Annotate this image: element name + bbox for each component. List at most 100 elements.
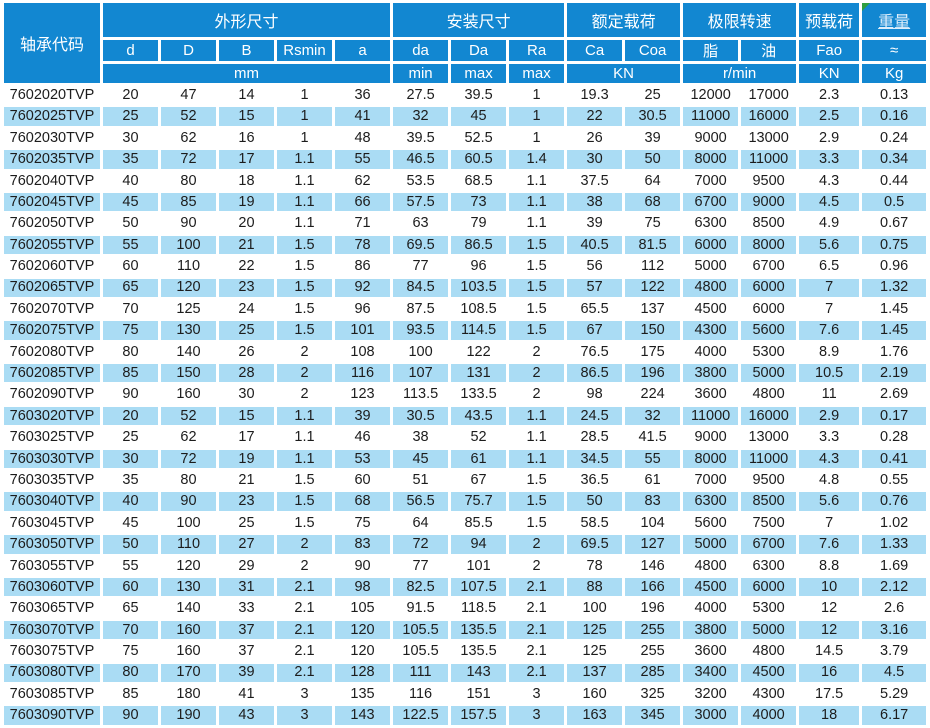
table-row: 7602030TVP 30 62 16 1 48 39.5 52.5 1 26 39 9000 1300… (4, 128, 927, 148)
header-sub-row: d D B Rsmin a da Da Ra Ca Coa 脂 油 Fao ≈ (4, 40, 927, 61)
table-row: 7603025TVP 25 62 17 1.1 46 38 52 1.1 28.5 41.5 9000… (4, 428, 927, 447)
value-cell: 56 (567, 257, 623, 276)
value-cell: 2 (509, 556, 565, 575)
value-cell: 190 (161, 706, 216, 725)
value-cell: 130 (161, 321, 216, 340)
value-cell: 50 (625, 150, 681, 169)
value-cell: 122 (625, 278, 681, 297)
value-cell: 122.5 (393, 706, 449, 725)
table-row: 7603085TVP 85 180 41 3 135 116 151 3 160 325 3200 43… (4, 684, 927, 704)
weight-header-label[interactable]: 重量 (878, 14, 911, 31)
value-cell: 4500 (683, 299, 739, 319)
value-cell: 107.5 (451, 577, 507, 597)
value-cell: 120 (335, 620, 391, 640)
value-cell: 105 (335, 599, 391, 618)
value-cell: 1.1 (509, 428, 565, 447)
value-cell: 12 (799, 599, 860, 618)
table-row: 7603060TVP 60 130 31 2.1 98 82.5 107.5 2.1 88 166 4… (4, 577, 927, 597)
value-cell: 116 (335, 364, 391, 383)
value-cell: 143 (451, 663, 507, 682)
value-cell: 100 (161, 235, 216, 255)
value-cell: 150 (161, 364, 216, 383)
value-cell: 68 (335, 492, 391, 511)
value-cell: 43.5 (451, 406, 507, 426)
value-cell: 105.5 (393, 620, 449, 640)
col-header-Ra: Ra (509, 40, 565, 61)
value-cell: 2 (277, 535, 332, 554)
value-cell: 9000 (741, 192, 797, 212)
value-cell: 17000 (741, 86, 797, 105)
value-cell: 4000 (741, 706, 797, 725)
group-header-weight[interactable]: 重量 (862, 3, 927, 37)
value-cell: 27 (219, 535, 274, 554)
unit-kn-preload: KN (799, 64, 860, 83)
value-cell: 79 (451, 214, 507, 233)
value-cell: 7.6 (799, 535, 860, 554)
value-cell: 81.5 (625, 235, 681, 255)
value-cell: 3.3 (799, 150, 860, 169)
value-cell: 23 (219, 492, 274, 511)
value-cell: 20 (103, 86, 158, 105)
value-cell: 45 (451, 107, 507, 126)
value-cell: 80 (161, 471, 216, 490)
value-cell: 2.1 (509, 577, 565, 597)
value-cell: 26 (567, 128, 623, 148)
value-cell: 170 (161, 663, 216, 682)
value-cell: 0.76 (862, 492, 927, 511)
value-cell: 1.1 (277, 192, 332, 212)
col-header-rsmin: Rsmin (277, 40, 332, 61)
value-cell: 2.1 (509, 620, 565, 640)
value-cell: 2.12 (862, 577, 927, 597)
value-cell: 2 (277, 556, 332, 575)
value-cell: 77 (393, 556, 449, 575)
value-cell: 1.5 (277, 278, 332, 297)
bearing-code-cell: 7603020TVP (4, 406, 100, 426)
value-cell: 57.5 (393, 192, 449, 212)
value-cell: 55 (103, 235, 158, 255)
value-cell: 41 (335, 107, 391, 126)
value-cell: 36.5 (567, 471, 623, 490)
value-cell: 30 (219, 385, 274, 404)
table-row: 7602025TVP 25 52 15 1 41 32 45 1 22 30.5 11000 16000… (4, 107, 927, 126)
value-cell: 9500 (741, 471, 797, 490)
unit-min: min (393, 64, 449, 83)
value-cell: 75 (625, 214, 681, 233)
col-header-Coa: Coa (625, 40, 681, 61)
value-cell: 1.1 (277, 406, 332, 426)
value-cell: 175 (625, 342, 681, 362)
value-cell: 15 (219, 406, 274, 426)
value-cell: 13000 (741, 128, 797, 148)
value-cell: 92 (335, 278, 391, 297)
value-cell: 2 (277, 342, 332, 362)
value-cell: 130 (161, 577, 216, 597)
value-cell: 58.5 (567, 513, 623, 533)
value-cell: 3800 (683, 620, 739, 640)
table-row: 7602020TVP 20 47 14 1 36 27.5 39.5 1 19.3 25 12000 1… (4, 86, 927, 105)
value-cell: 3 (277, 684, 332, 704)
value-cell: 1.1 (277, 150, 332, 169)
value-cell: 196 (625, 364, 681, 383)
value-cell: 1 (509, 86, 565, 105)
value-cell: 123 (335, 385, 391, 404)
value-cell: 91.5 (393, 599, 449, 618)
value-cell: 1.5 (509, 235, 565, 255)
value-cell: 160 (161, 642, 216, 661)
col-header-da: da (393, 40, 449, 61)
value-cell: 50 (103, 214, 158, 233)
value-cell: 11000 (683, 406, 739, 426)
value-cell: 39 (567, 214, 623, 233)
value-cell: 65.5 (567, 299, 623, 319)
value-cell: 38 (567, 192, 623, 212)
value-cell: 120 (335, 642, 391, 661)
value-cell: 48 (335, 128, 391, 148)
value-cell: 9500 (741, 171, 797, 190)
value-cell: 160 (161, 385, 216, 404)
value-cell: 1 (277, 128, 332, 148)
value-cell: 65 (103, 599, 158, 618)
value-cell: 18 (799, 706, 860, 725)
value-cell: 1.02 (862, 513, 927, 533)
unit-rpm: r/min (683, 64, 797, 83)
value-cell: 10.5 (799, 364, 860, 383)
value-cell: 17 (219, 150, 274, 169)
